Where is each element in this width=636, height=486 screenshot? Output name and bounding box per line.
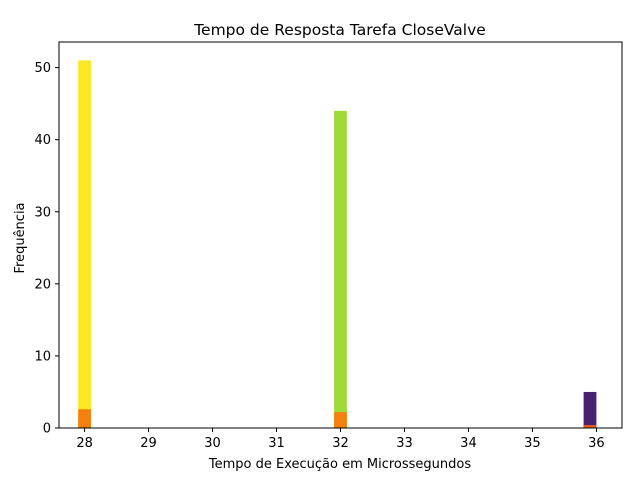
x-tick-label-8: 36 (588, 436, 605, 451)
chart-title: Tempo de Resposta Tarefa CloseValve (193, 21, 486, 39)
x-tick-label-1: 29 (140, 436, 157, 451)
bar-3 (334, 412, 347, 428)
x-tick-label-7: 35 (524, 436, 541, 451)
x-tick-label-5: 33 (396, 436, 413, 451)
y-tick-label-3: 30 (34, 205, 51, 220)
y-tick-label-0: 0 (43, 422, 51, 437)
y-tick-label-4: 40 (34, 133, 51, 148)
x-tick-label-4: 32 (332, 436, 349, 451)
bar-4 (583, 391, 597, 428)
y-ticks: 0 10 20 30 40 50 (34, 61, 59, 437)
x-tick-label-6: 34 (460, 436, 477, 451)
x-tick-label-2: 30 (204, 436, 221, 451)
y-tick-label-2: 20 (34, 277, 51, 292)
x-ticks: 28 29 30 31 32 33 34 35 36 (76, 428, 605, 451)
x-tick-label-3: 31 (268, 436, 285, 451)
y-axis-label: Frequência (13, 202, 28, 273)
y-tick-label-5: 50 (34, 61, 51, 76)
bar-1 (78, 409, 91, 428)
bar-5 (583, 425, 597, 428)
bar-2 (334, 110, 347, 428)
bars-group (78, 60, 597, 428)
plot-frame (58, 41, 623, 429)
x-tick-label-0: 28 (76, 436, 93, 451)
y-tick-label-1: 10 (34, 349, 51, 364)
x-axis-label: Tempo de Execução em Microssegundos (208, 457, 471, 472)
bar-0 (78, 60, 91, 428)
